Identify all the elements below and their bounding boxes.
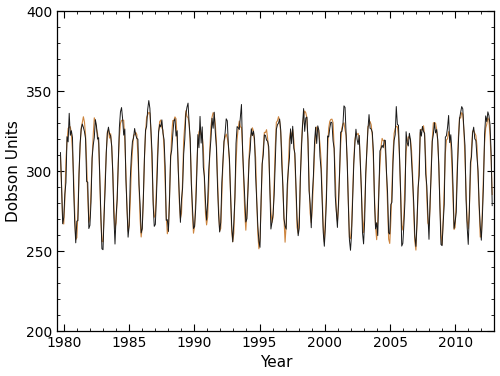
X-axis label: Year: Year — [260, 355, 292, 370]
Y-axis label: Dobson Units: Dobson Units — [6, 120, 20, 222]
